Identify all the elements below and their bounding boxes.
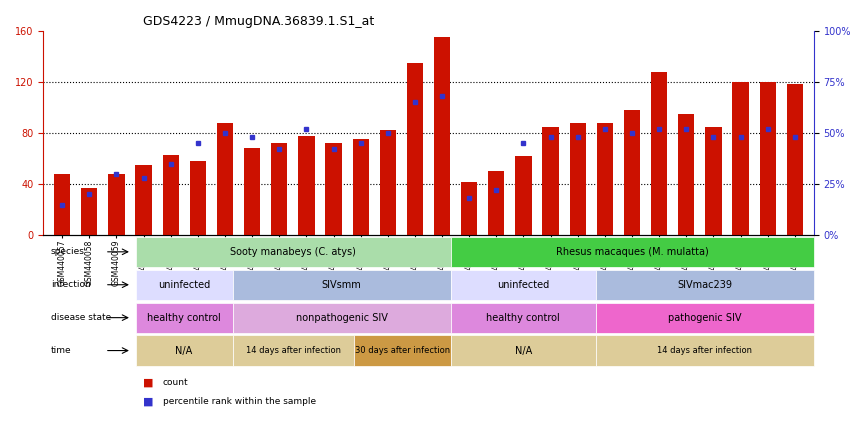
Text: 14 days after infection: 14 days after infection: [657, 346, 753, 355]
Text: healthy control: healthy control: [487, 313, 560, 323]
Bar: [216, 123, 233, 235]
Text: nonpathogenic SIV: nonpathogenic SIV: [295, 313, 387, 323]
FancyBboxPatch shape: [596, 270, 814, 300]
Bar: [759, 82, 776, 235]
Bar: [244, 148, 261, 235]
Bar: [461, 182, 477, 235]
Text: uninfected: uninfected: [497, 280, 549, 290]
FancyBboxPatch shape: [136, 237, 450, 267]
Bar: [81, 188, 98, 235]
Text: SIVmac239: SIVmac239: [677, 280, 733, 290]
FancyBboxPatch shape: [136, 302, 233, 333]
Bar: [379, 131, 396, 235]
Text: count: count: [163, 378, 188, 387]
Bar: [597, 123, 613, 235]
Bar: [271, 143, 288, 235]
Text: Sooty manabeys (C. atys): Sooty manabeys (C. atys): [230, 247, 356, 257]
Bar: [54, 174, 70, 235]
Bar: [678, 114, 695, 235]
Text: 14 days after infection: 14 days after infection: [246, 346, 340, 355]
FancyBboxPatch shape: [136, 335, 233, 366]
Text: GDS4223 / MmugDNA.36839.1.S1_at: GDS4223 / MmugDNA.36839.1.S1_at: [144, 15, 375, 28]
Bar: [326, 143, 342, 235]
FancyBboxPatch shape: [450, 270, 596, 300]
Bar: [515, 156, 532, 235]
Text: pathogenic SIV: pathogenic SIV: [668, 313, 741, 323]
Text: 30 days after infection: 30 days after infection: [354, 346, 449, 355]
Bar: [488, 171, 505, 235]
Bar: [163, 155, 179, 235]
FancyBboxPatch shape: [233, 335, 353, 366]
Bar: [407, 63, 423, 235]
Bar: [542, 127, 559, 235]
FancyBboxPatch shape: [596, 302, 814, 333]
Text: ■: ■: [144, 396, 154, 406]
Bar: [108, 174, 125, 235]
Bar: [570, 123, 586, 235]
Bar: [705, 127, 721, 235]
Text: species: species: [51, 247, 85, 256]
FancyBboxPatch shape: [136, 270, 233, 300]
Text: percentile rank within the sample: percentile rank within the sample: [163, 397, 316, 406]
Bar: [135, 165, 152, 235]
Text: infection: infection: [51, 280, 91, 289]
Text: ■: ■: [144, 378, 154, 388]
Bar: [624, 110, 640, 235]
Bar: [352, 139, 369, 235]
FancyBboxPatch shape: [353, 335, 450, 366]
FancyBboxPatch shape: [596, 335, 814, 366]
Text: SIVsmm: SIVsmm: [321, 280, 361, 290]
FancyBboxPatch shape: [233, 302, 450, 333]
Bar: [733, 82, 749, 235]
Text: N/A: N/A: [514, 345, 532, 356]
Bar: [651, 71, 668, 235]
Bar: [190, 161, 206, 235]
FancyBboxPatch shape: [450, 335, 596, 366]
FancyBboxPatch shape: [233, 270, 450, 300]
Text: uninfected: uninfected: [158, 280, 210, 290]
Text: Rhesus macaques (M. mulatta): Rhesus macaques (M. mulatta): [556, 247, 708, 257]
Text: N/A: N/A: [176, 345, 193, 356]
Bar: [786, 84, 803, 235]
Bar: [434, 37, 450, 235]
Text: disease state: disease state: [51, 313, 111, 322]
Text: time: time: [51, 346, 72, 355]
Bar: [298, 135, 314, 235]
Text: healthy control: healthy control: [147, 313, 221, 323]
FancyBboxPatch shape: [450, 237, 814, 267]
FancyBboxPatch shape: [450, 302, 596, 333]
